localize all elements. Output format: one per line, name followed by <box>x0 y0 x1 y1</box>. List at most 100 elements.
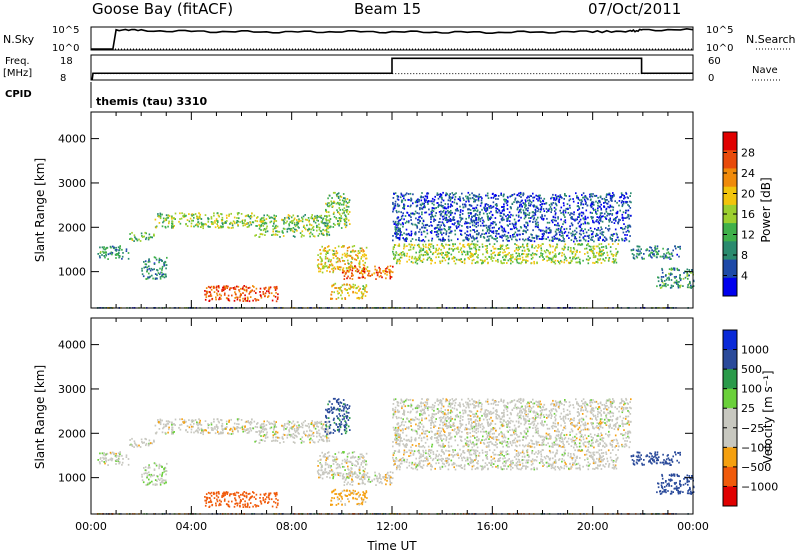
power-cell <box>591 195 594 198</box>
power-cell <box>557 195 559 198</box>
power-cell <box>691 285 693 288</box>
power-cell <box>530 233 532 236</box>
power-cell <box>304 214 306 216</box>
power-cell <box>548 221 551 224</box>
power-cell <box>611 239 614 242</box>
power-cell <box>324 215 327 217</box>
power-cell <box>152 277 154 280</box>
power-cell <box>405 255 408 257</box>
power-cell <box>262 217 265 219</box>
power-cell <box>597 234 599 237</box>
power-cell <box>260 220 262 223</box>
power-cell <box>464 205 467 208</box>
power-cell <box>276 234 279 236</box>
power-cell <box>538 208 540 211</box>
power-cell <box>485 203 488 205</box>
power-cell <box>432 210 435 213</box>
power-cell <box>528 196 530 199</box>
power-cell <box>493 251 496 254</box>
power-cell <box>216 220 219 222</box>
power-cell <box>244 215 247 218</box>
power-cell <box>301 216 303 219</box>
power-cell <box>571 252 574 255</box>
power-cell <box>503 203 505 206</box>
power-cell <box>421 261 424 263</box>
velocity-cell <box>283 427 285 429</box>
power-cell <box>472 229 474 231</box>
power-cell <box>154 256 157 259</box>
power-cell <box>442 218 444 221</box>
power-cell <box>585 247 588 250</box>
power-cell <box>283 221 285 223</box>
power-cell <box>518 229 521 232</box>
power-cell <box>535 223 537 226</box>
power-cell <box>438 204 441 207</box>
power-cell <box>409 205 412 208</box>
power-cell <box>491 206 494 209</box>
power-cell <box>598 215 601 218</box>
power-cell <box>346 283 348 286</box>
power-cell <box>286 220 288 223</box>
power-cell <box>441 238 444 241</box>
power-cell <box>612 192 614 194</box>
power-cell <box>446 219 448 221</box>
velocity-cell <box>231 430 234 433</box>
power-cell <box>570 222 573 225</box>
power-cell <box>587 255 590 258</box>
power-cell <box>103 255 105 257</box>
power-cell <box>485 251 488 253</box>
power-cell <box>641 256 643 259</box>
power-cell <box>274 289 277 291</box>
power-cell <box>270 220 273 223</box>
power-cell <box>431 239 433 242</box>
power-cell <box>236 217 238 219</box>
power-cell <box>525 227 528 229</box>
power-cell <box>517 201 520 203</box>
power-cell <box>395 235 397 238</box>
power-cell <box>557 200 560 202</box>
velocity-cell <box>297 428 300 431</box>
power-cell <box>229 287 231 290</box>
power-cell <box>328 233 330 236</box>
power-cell <box>482 261 484 264</box>
power-cell <box>267 290 270 293</box>
power-cell <box>616 201 618 204</box>
power-cell <box>345 209 347 212</box>
power-cell <box>153 268 155 271</box>
power-cell <box>546 217 548 220</box>
power-cell <box>461 213 464 215</box>
power-cell <box>275 300 278 303</box>
power-cell <box>329 218 332 220</box>
power-cell <box>503 230 506 232</box>
power-cell <box>250 215 253 218</box>
power-cell <box>490 205 492 207</box>
power-cell <box>570 247 572 249</box>
power-cell <box>605 257 607 259</box>
power-cell <box>167 216 170 219</box>
power-cell <box>625 193 628 195</box>
power-cell <box>599 254 602 257</box>
power-cell <box>333 200 335 203</box>
power-cell <box>539 216 542 219</box>
power-cell <box>444 239 446 241</box>
power-cell <box>420 250 422 253</box>
power-cell <box>344 214 346 217</box>
power-cell <box>141 236 144 238</box>
power-cell <box>448 194 450 197</box>
power-cell <box>542 232 545 235</box>
power-cell <box>248 300 251 303</box>
power-cell <box>533 212 536 214</box>
power-cell <box>338 222 341 225</box>
power-cell <box>415 199 418 202</box>
power-cell <box>431 213 433 216</box>
power-cell <box>407 193 410 195</box>
power-cell <box>555 228 558 231</box>
velocity-cell <box>325 431 327 434</box>
nsearch-label: N.Search <box>746 33 796 46</box>
velocity-cell <box>149 481 151 484</box>
power-cell <box>595 232 598 235</box>
power-cell <box>141 273 144 276</box>
power-cell <box>493 195 496 197</box>
power-cell <box>467 253 469 256</box>
power-cell <box>312 229 315 231</box>
